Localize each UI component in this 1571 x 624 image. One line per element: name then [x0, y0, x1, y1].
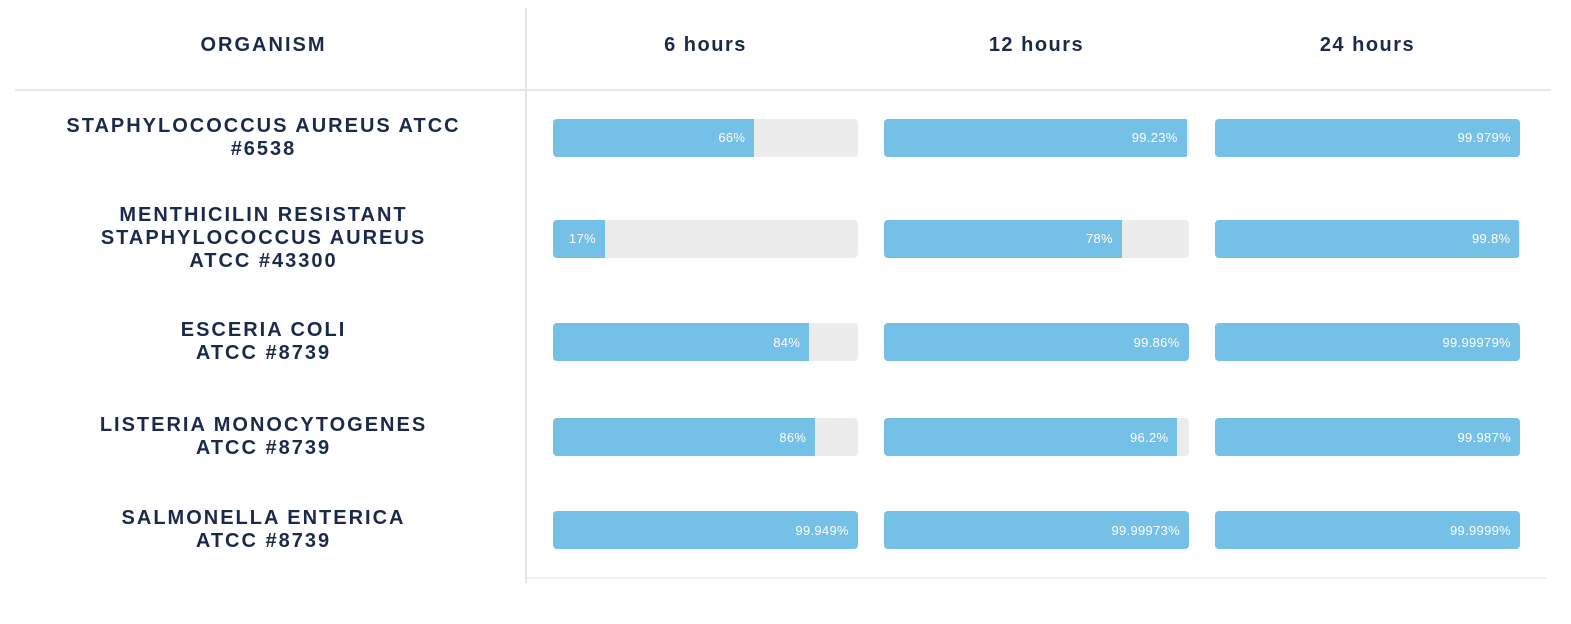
table-row-staphylococcus-aureus: STAPHYLOCOCCUS AUREUS ATCC #6538 66% 99.…: [0, 90, 1571, 185]
table-row-salmonella: SALMONELLA ENTERICA ATCC #8739 99.949% 9…: [0, 482, 1571, 578]
organism-name-line: ATCC #43300: [189, 250, 338, 272]
progress-bar-label: 84%: [773, 334, 801, 350]
column-header-12-hours: 12 hours: [988, 33, 1085, 56]
progress-bar-fill: 66%: [553, 118, 755, 157]
organism-name-line: ATCC #8739: [195, 437, 332, 459]
progress-bar-track: 99.9999%: [1215, 511, 1520, 549]
organism-name: SALMONELLA ENTERICA ATCC #8739: [0, 507, 527, 553]
column-header-organism: ORGANISM: [200, 33, 327, 56]
progress-bar-label: 99.987%: [1457, 429, 1511, 445]
table-bottom-line: [527, 577, 1546, 579]
organism-name-line: MENTHICILIN RESISTANT: [119, 204, 408, 226]
organism-name: LISTERIA MONOCYTOGENES ATCC #8739: [0, 414, 527, 460]
organism-name-line: SALMONELLA ENTERICA: [121, 507, 406, 529]
progress-bar-label: 17%: [568, 231, 596, 246]
progress-bar-fill: 99.86%: [884, 323, 1189, 361]
progress-bar-label: 99.99973%: [1111, 522, 1180, 538]
progress-bar-label: 86%: [779, 429, 807, 445]
organism-name: STAPHYLOCOCCUS AUREUS ATCC #6538: [0, 115, 527, 161]
progress-bar-fill: 99.99973%: [884, 511, 1189, 549]
progress-bar-track: 99.987%: [1215, 418, 1520, 456]
progress-bar-label: 96.2%: [1130, 429, 1169, 445]
progress-bar-label: 99.9999%: [1450, 522, 1511, 538]
organism-name-line: STAPHYLOCOCCUS AUREUS ATCC: [66, 114, 461, 137]
organism-name-line: LISTERIA MONOCYTOGENES: [99, 414, 428, 436]
organism-name-line: STAPHYLOCOCCUS AUREUS: [100, 227, 427, 249]
progress-bar-track: 99.8%: [1215, 219, 1520, 258]
progress-bar-track: 99.23%: [884, 118, 1189, 157]
column-header-6-hours: 6 hours: [664, 33, 747, 56]
table-header-row: ORGANISM 6 hours 12 hours 24 hours: [0, 0, 1571, 90]
progress-bar-fill: 78%: [884, 219, 1122, 258]
progress-bar-fill: 86%: [553, 418, 816, 456]
progress-bar-label: 66%: [718, 130, 746, 145]
progress-bar-fill: 96.2%: [884, 418, 1178, 456]
progress-bar-track: 99.949%: [553, 511, 858, 549]
progress-bar-label: 78%: [1085, 231, 1113, 246]
organism-name-line: #6538: [230, 137, 297, 160]
progress-bar-label: 99.8%: [1472, 231, 1511, 246]
table-row-e-coli: ESCERIA COLI ATCC #8739 84% 99.86% 99.99…: [0, 292, 1571, 392]
progress-bar-track: 99.86%: [884, 323, 1189, 361]
progress-bar-track: 17%: [553, 219, 858, 258]
progress-bar-track: 99.99973%: [884, 511, 1189, 549]
progress-bar-fill: 99.987%: [1215, 418, 1520, 456]
organism-name-line: ATCC #8739: [195, 530, 332, 552]
organism-name: ESCERIA COLI ATCC #8739: [0, 319, 527, 365]
progress-bar-label: 99.949%: [795, 522, 849, 538]
organism-name-line: ATCC #8739: [195, 342, 332, 364]
table-row-mrsa: MENTHICILIN RESISTANT STAPHYLOCOCCUS AUR…: [0, 185, 1571, 292]
progress-bar-fill: 99.9999%: [1215, 511, 1520, 549]
progress-bar-fill: 17%: [553, 219, 605, 258]
table-row-listeria: LISTERIA MONOCYTOGENES ATCC #8739 86% 96…: [0, 392, 1571, 482]
progress-bar-label: 99.979%: [1457, 130, 1511, 145]
progress-bar-track: 96.2%: [884, 418, 1189, 456]
progress-bar-fill: 99.23%: [884, 118, 1187, 157]
progress-bar-fill: 99.979%: [1215, 118, 1520, 157]
progress-bar-track: 66%: [553, 118, 858, 157]
progress-bar-track: 78%: [884, 219, 1189, 258]
column-header-24-hours: 24 hours: [1319, 33, 1416, 56]
progress-bar-track: 99.99979%: [1215, 323, 1520, 361]
progress-bar-label: 99.86%: [1133, 334, 1180, 350]
progress-bar-label: 99.99979%: [1442, 334, 1511, 350]
progress-bar-fill: 99.949%: [553, 511, 858, 549]
progress-bar-fill: 84%: [553, 323, 810, 361]
progress-bar-track: 99.979%: [1215, 118, 1520, 157]
progress-bar-fill: 99.8%: [1215, 219, 1520, 258]
progress-bar-fill: 99.99979%: [1215, 323, 1520, 361]
organism-name: MENTHICILIN RESISTANT STAPHYLOCOCCUS AUR…: [0, 204, 527, 273]
column-divider-line: [525, 8, 527, 583]
organism-name-line: ESCERIA COLI: [180, 319, 347, 341]
progress-bar-track: 86%: [553, 418, 858, 456]
progress-bar-label: 99.23%: [1131, 130, 1178, 145]
progress-bar-track: 84%: [553, 323, 858, 361]
header-divider-line: [15, 89, 1551, 91]
